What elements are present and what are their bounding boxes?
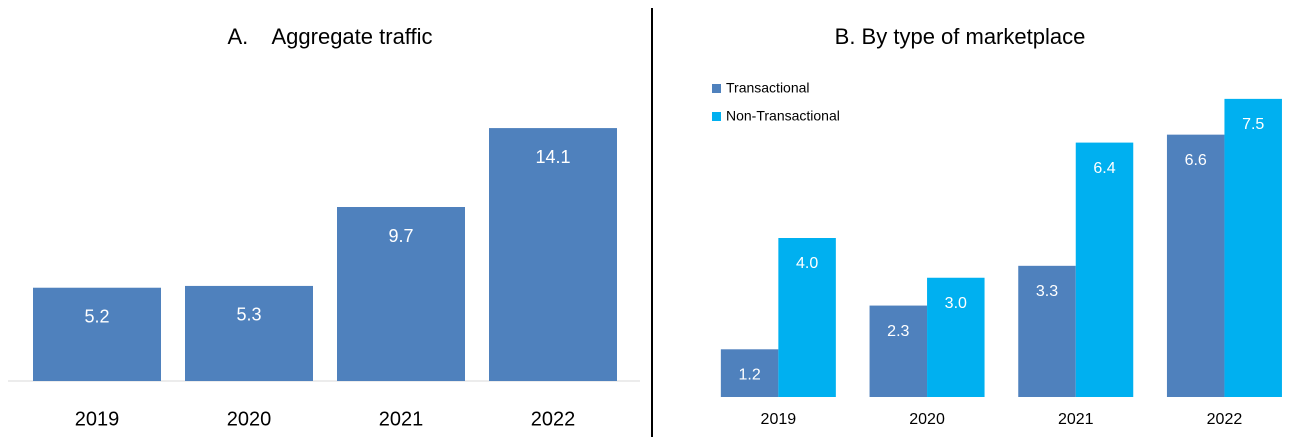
x-tick-label: 2021 bbox=[1058, 411, 1094, 428]
data-label: 9.7 bbox=[388, 226, 413, 246]
data-label: 3.0 bbox=[945, 295, 967, 312]
bar bbox=[489, 128, 617, 381]
bar bbox=[1166, 134, 1225, 397]
x-tick-label: 2019 bbox=[761, 411, 797, 428]
legend-swatch bbox=[712, 112, 721, 121]
bar bbox=[869, 305, 928, 397]
data-label: 2.3 bbox=[887, 323, 909, 340]
data-label: 5.2 bbox=[84, 306, 109, 326]
x-tick-label: 2022 bbox=[1207, 411, 1243, 428]
bar bbox=[1018, 265, 1076, 397]
data-label: 4.0 bbox=[796, 255, 818, 272]
x-tick-label: 2020 bbox=[227, 408, 272, 430]
x-tick-label: 2019 bbox=[75, 408, 120, 430]
bar bbox=[337, 207, 465, 381]
data-label: 3.3 bbox=[1036, 283, 1058, 300]
chart-title: A. Aggregate traffic bbox=[227, 24, 432, 49]
bar bbox=[927, 277, 985, 397]
data-label: 5.3 bbox=[236, 305, 261, 325]
x-tick-label: 2020 bbox=[909, 411, 945, 428]
bar bbox=[1224, 98, 1282, 397]
bar bbox=[778, 238, 836, 397]
data-label: 6.6 bbox=[1185, 152, 1207, 169]
bar bbox=[33, 287, 161, 381]
data-label: 1.2 bbox=[738, 367, 760, 384]
bar bbox=[1075, 142, 1134, 397]
chart-title: B. By type of marketplace bbox=[835, 24, 1086, 49]
legend-label: Transactional bbox=[726, 80, 810, 96]
x-tick-label: 2022 bbox=[531, 408, 576, 430]
bar bbox=[185, 285, 313, 381]
x-tick-label: 2021 bbox=[379, 408, 424, 430]
legend-label: Non-Transactional bbox=[726, 108, 840, 124]
data-label: 14.1 bbox=[535, 147, 570, 167]
data-label: 6.4 bbox=[1093, 160, 1115, 177]
bar bbox=[720, 349, 779, 397]
legend-swatch bbox=[712, 84, 721, 93]
data-label: 7.5 bbox=[1242, 116, 1264, 133]
